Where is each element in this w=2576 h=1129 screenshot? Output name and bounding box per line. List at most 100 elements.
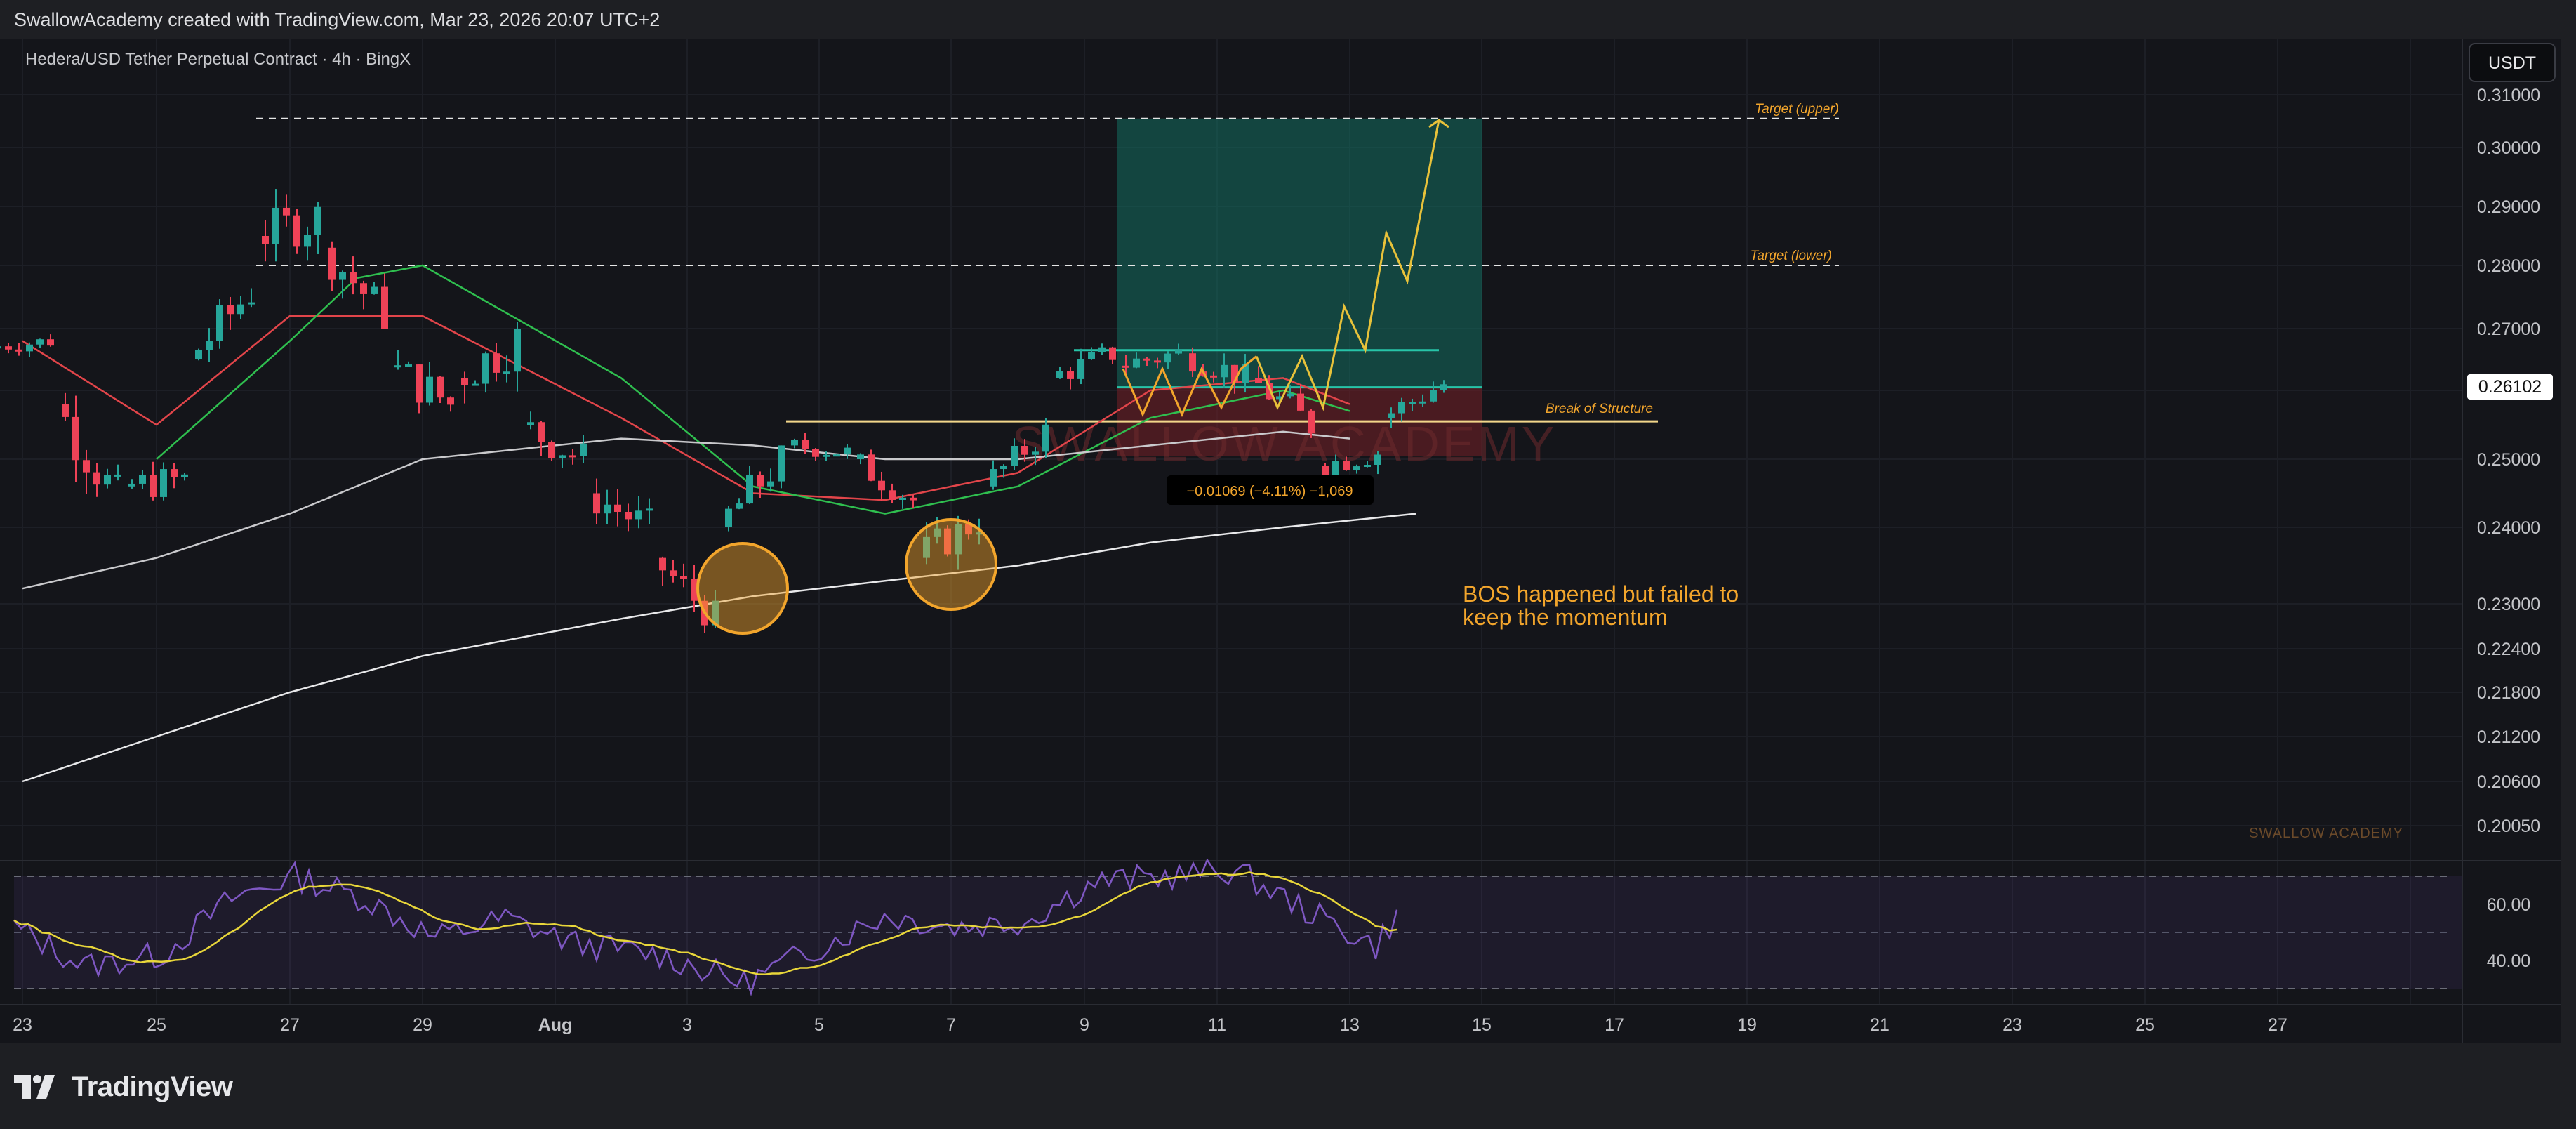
candle-body: [1011, 445, 1018, 466]
candle-body: [823, 454, 830, 457]
candle-body: [262, 236, 269, 244]
candle-body: [910, 497, 917, 501]
candle-body: [139, 475, 146, 484]
time-tick-label: 27: [280, 1015, 300, 1035]
candle-body: [812, 449, 819, 457]
chart-frame[interactable]: SWALLOW ACADEMY Target (upper) Target (l…: [0, 39, 2561, 1043]
candle-body: [394, 365, 401, 368]
candle-body: [1409, 402, 1416, 404]
candle-body: [791, 440, 798, 446]
price-axis[interactable]: 0.310000.300000.290000.280000.270000.260…: [2477, 86, 2540, 836]
candle-body: [26, 344, 33, 352]
candle-body: [206, 341, 213, 350]
measure-tooltip-background: [1167, 475, 1374, 505]
candle-body: [559, 455, 566, 458]
candle-body: [857, 454, 864, 459]
candle-body: [493, 353, 500, 373]
candle-body: [712, 600, 719, 626]
support-highlight-circle-1[interactable]: [696, 542, 789, 635]
candle-body: [304, 235, 311, 247]
time-tick-label: 7: [946, 1015, 956, 1035]
candle-body: [1077, 359, 1084, 379]
candle-body: [635, 510, 642, 520]
candle-body: [1143, 358, 1150, 361]
candle-body: [625, 512, 632, 520]
candle-body: [472, 383, 479, 386]
break-of-structure-label: Break of Structure: [1546, 402, 1653, 416]
candle-body: [350, 272, 357, 284]
candle-body: [1164, 353, 1171, 363]
price-tick-label: 0.20050: [2477, 817, 2540, 836]
tradingview-wordmark: TradingView: [72, 1071, 233, 1102]
corner-watermark: SWALLOW ACADEMY: [2249, 826, 2403, 841]
candle-body: [181, 474, 188, 477]
time-tick-label: 13: [1340, 1015, 1360, 1035]
rsi-signal-line: [13, 871, 1397, 975]
candle-body: [93, 472, 100, 485]
candle-body: [248, 302, 255, 305]
price-tick-label: 0.20600: [2477, 772, 2540, 792]
candle-body: [1332, 461, 1339, 476]
chart-watermark: SWALLOW ACADEMY: [1012, 416, 1558, 471]
time-tick-label: 15: [1472, 1015, 1492, 1035]
time-tick-label: 25: [2135, 1015, 2155, 1035]
candle-body: [878, 480, 885, 491]
candle-body: [514, 329, 521, 372]
candle-body: [1032, 451, 1039, 455]
time-tick-label: Aug: [538, 1015, 573, 1035]
candle-body: [1440, 384, 1447, 390]
projected-path-up[interactable]: [1255, 119, 1440, 411]
chart-canvas[interactable]: SWALLOW ACADEMY Target (upper) Target (l…: [0, 39, 2561, 1043]
time-tick-label: 17: [1605, 1015, 1624, 1035]
candle-body: [614, 504, 621, 513]
measure-tooltip-text: −0.01069 (−4.11%) −1,069: [1186, 484, 1353, 499]
candle-body: [802, 440, 809, 449]
candle-body: [646, 508, 653, 511]
candle-body: [104, 475, 111, 485]
price-tick-label: 0.27000: [2477, 319, 2540, 339]
candle-body: [314, 206, 321, 235]
comment-line-1: BOS happened but failed to: [1463, 581, 1739, 607]
time-tick-label: 3: [682, 1015, 692, 1035]
candle-body: [447, 397, 454, 405]
candle-body: [503, 371, 510, 374]
candle-body: [160, 469, 167, 497]
candle-body: [150, 475, 157, 497]
time-tick-label: 29: [413, 1015, 432, 1035]
candle-body: [381, 286, 388, 329]
target-upper-label: Target (upper): [1755, 102, 1839, 117]
candle-body: [339, 272, 346, 280]
price-tick-label: 0.21800: [2477, 683, 2540, 703]
candlestick-series: [0, 189, 1447, 633]
candle-body: [128, 483, 135, 487]
candle-body: [1266, 383, 1273, 400]
price-tick-label: 0.29000: [2477, 197, 2540, 217]
target-lower-label: Target (lower): [1750, 249, 1832, 263]
support-highlight-circle-2[interactable]: [905, 518, 997, 611]
candle-body: [1088, 352, 1095, 359]
currency-button-bg[interactable]: [2469, 43, 2556, 82]
currency-button[interactable]: USDT: [2488, 53, 2536, 73]
candle-body: [283, 207, 290, 216]
candle-body: [923, 536, 930, 558]
candle-body: [1308, 410, 1315, 434]
price-tick-label: 0.25000: [2477, 450, 2540, 470]
candle-body: [371, 286, 378, 294]
candle-body: [36, 339, 44, 345]
candle-body: [1353, 466, 1360, 470]
symbol-title[interactable]: Hedera/USD Tether Perpetual Contract · 4…: [25, 50, 411, 69]
candle-body: [227, 305, 234, 315]
tradingview-footer[interactable]: TradingView: [14, 1066, 233, 1108]
candle-body: [1210, 375, 1217, 378]
price-tick-label: 0.28000: [2477, 256, 2540, 276]
candle-body: [1154, 360, 1161, 363]
time-axis[interactable]: 23 25 27 29 Aug 3 5 7 9 11 13 15 17 19 21 23 25 27: [13, 1015, 2288, 1035]
candle-body: [1056, 371, 1063, 378]
range-zigzag-path[interactable]: [1122, 355, 1257, 418]
candle-body: [47, 339, 54, 346]
price-tick-label: 0.30000: [2477, 138, 2540, 158]
price-tick-label: 0.23000: [2477, 595, 2540, 614]
candle-body: [725, 508, 732, 527]
long-position-profit-zone[interactable]: [1117, 118, 1482, 388]
candle-body: [1430, 390, 1437, 402]
